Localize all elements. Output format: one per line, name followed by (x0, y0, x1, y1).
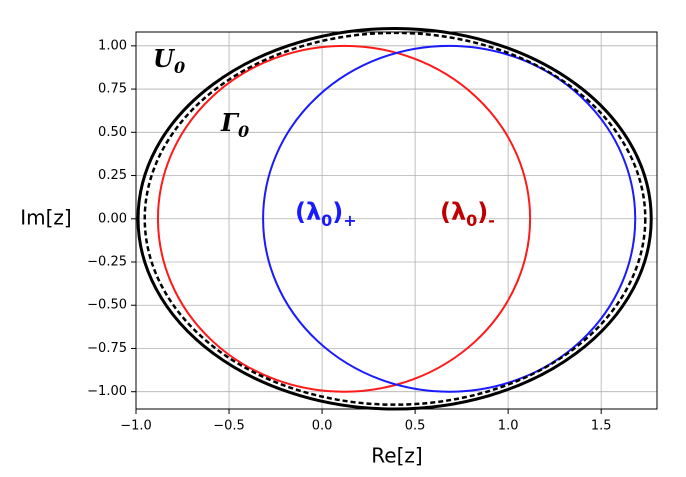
annotation-subscript: 0 (321, 211, 332, 230)
annotation: (λ0)+ (295, 198, 357, 230)
annotation-text: (λ (440, 198, 466, 226)
annotation-text: (λ (295, 198, 321, 226)
plot-frame (135, 31, 658, 410)
y-tick-label: −0.75 (87, 341, 127, 356)
x-tick-label: −1.0 (120, 419, 152, 434)
annotation: U0 (153, 44, 185, 77)
curve (262, 44, 637, 393)
x-tick-label: 1.0 (498, 419, 519, 434)
y-tick-label: 0.50 (98, 125, 127, 140)
x-tick-label: 0.5 (405, 419, 426, 434)
y-tick-label: −1.00 (87, 384, 127, 399)
x-tick-label: 1.5 (591, 419, 612, 434)
y-tick-label: 0.75 (98, 82, 127, 97)
annotation-text: ) (332, 198, 343, 226)
annotation: Γ0 (220, 108, 249, 141)
annotation-text: U (153, 44, 176, 73)
y-tick-label: −0.25 (87, 255, 127, 270)
y-tick-label: 0.25 (98, 168, 127, 183)
y-axis-label: Im[z] (20, 206, 71, 230)
x-tick-label: 0.0 (312, 419, 333, 434)
curve (143, 31, 647, 406)
annotation-text: ) (477, 198, 488, 226)
y-tick-label: 0.00 (98, 211, 127, 226)
annotation-subscript: + (343, 211, 356, 230)
x-axis-label: Re[z] (371, 444, 422, 468)
y-tick-label: −0.50 (87, 298, 127, 313)
annotation-subscript: 0 (466, 211, 477, 230)
x-tick-label: −0.5 (213, 419, 245, 434)
annotation-text: Γ (220, 108, 240, 137)
annotation-subscript: - (488, 211, 495, 230)
annotation: (λ0)- (440, 198, 495, 230)
y-tick-label: 1.00 (98, 38, 127, 53)
annotation-subscript: 0 (174, 58, 185, 77)
curve (156, 44, 532, 393)
annotation-subscript: 0 (238, 122, 249, 141)
